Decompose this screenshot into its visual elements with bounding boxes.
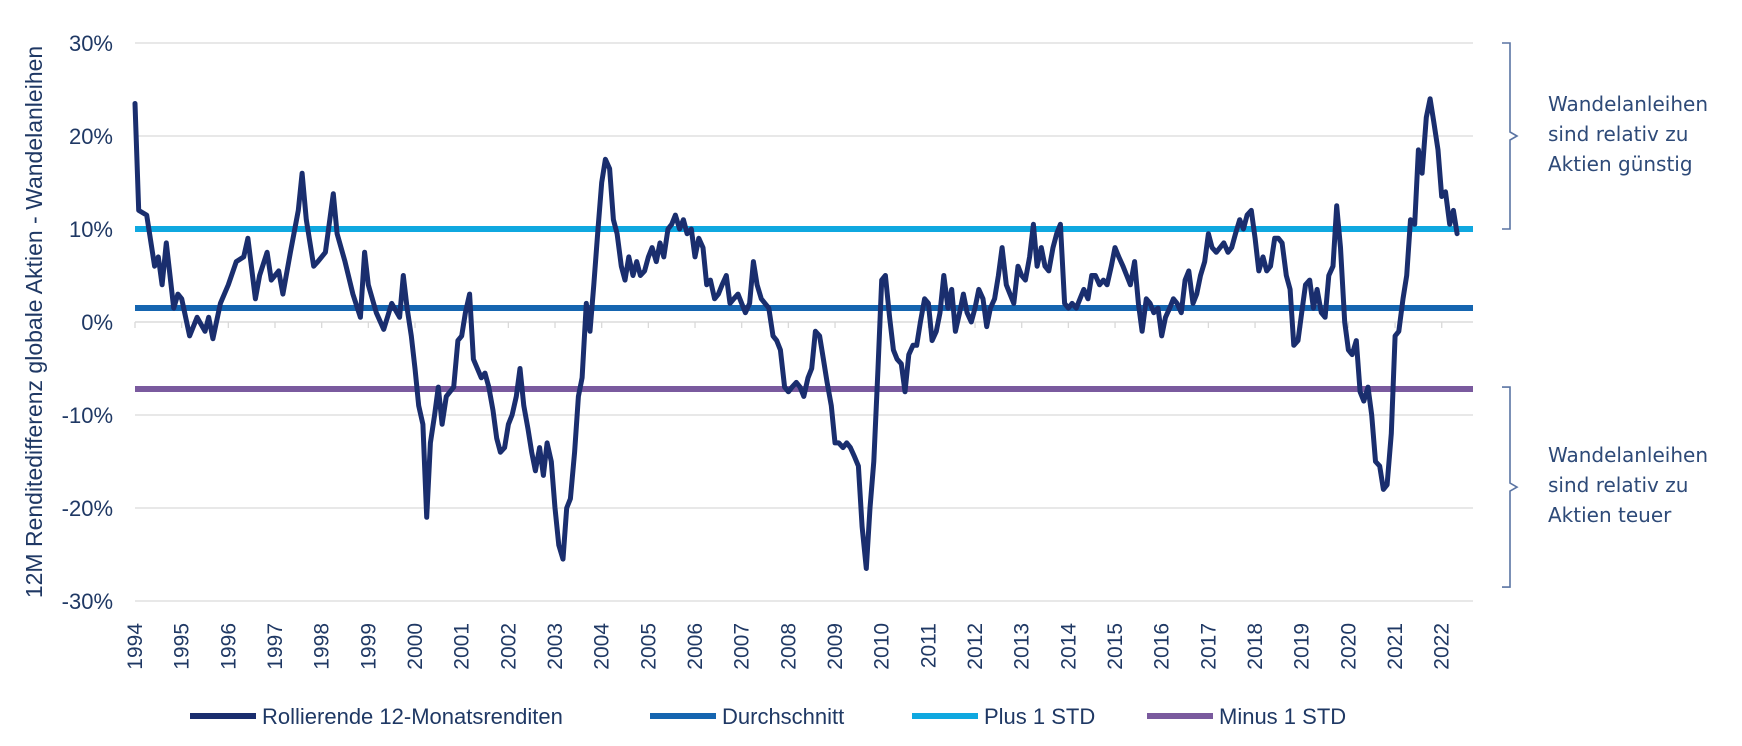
x-tick-label: 2014 [1057,623,1080,670]
x-tick-label: 2003 [544,623,567,670]
annotation-text: Aktien teuer [1548,503,1672,527]
x-tick-label: 2000 [404,623,427,670]
series-line-rolling [132,96,1460,571]
y-tick-label: -10% [62,403,113,428]
legend-label: Durchschnitt [722,704,844,729]
legend-label: Plus 1 STD [984,704,1095,729]
brace [1502,42,1519,230]
x-tick-label: 2019 [1291,623,1314,670]
x-tick-label: 2021 [1384,623,1407,670]
x-tick-label: 1996 [217,623,240,670]
x-tick-label: 2012 [964,623,987,670]
annotation-text: sind relativ zu [1548,122,1688,146]
x-tick-label: 1998 [311,623,334,670]
annotation-text: sind relativ zu [1548,473,1688,497]
x-tick-label: 1997 [264,623,287,670]
x-tick-label: 1994 [124,623,147,670]
x-tick-label: 2015 [1104,623,1127,670]
y-tick-label: -30% [62,589,113,614]
legend-label: Rollierende 12-Monatsrenditen [262,704,563,729]
legend: Rollierende 12-Monatsrenditen Durchschnit… [190,704,1346,729]
y-tick-label: 0% [81,310,113,335]
y-axis-ticks: 30% 20% 10% 0% -10% -20% -30% [62,31,113,614]
x-tick-label: 2022 [1431,623,1454,670]
series-lines [132,96,1460,571]
x-tick-label: 2007 [731,623,754,670]
x-axis: 1994 1995 1996 1997 1998 1999 2000 2001 2002 2003… [124,321,1473,670]
x-tick-label: 2018 [1244,623,1267,670]
x-tick-label: 2020 [1337,623,1360,670]
y-tick-label: 10% [69,217,113,242]
x-tick-label: 2010 [871,623,894,670]
annotation-text: Wandelanleihen [1548,92,1708,116]
y-axis-label: 12M Renditedifferenz globale Aktien - Wa… [21,46,47,598]
x-tick-label: 2005 [637,623,660,670]
x-tick-label: 2006 [684,623,707,670]
y-tick-label: 30% [69,31,113,56]
x-tick-label: 2004 [591,623,614,670]
x-tick-label: 2013 [1011,623,1034,670]
x-tick-label: 2017 [1197,623,1220,670]
legend-label: Minus 1 STD [1219,704,1346,729]
annotations: Wandelanleihen sind relativ zu Aktien güns… [1502,42,1708,588]
annotation-text: Aktien günstig [1548,152,1693,176]
x-tick-label: 2008 [777,623,800,670]
x-tick-label: 2016 [1151,623,1174,670]
x-tick-label: 2009 [824,623,847,670]
y-tick-label: -20% [62,496,113,521]
x-tick-label: 1999 [357,623,380,670]
x-tick-label: 2011 [917,623,940,668]
x-tick-label: 2001 [451,623,474,670]
x-tick-label: 2002 [497,623,520,670]
x-tick-label: 1995 [171,623,194,670]
y-tick-label: 20% [69,124,113,149]
brace [1502,386,1519,588]
annotation-text: Wandelanleihen [1548,443,1708,467]
